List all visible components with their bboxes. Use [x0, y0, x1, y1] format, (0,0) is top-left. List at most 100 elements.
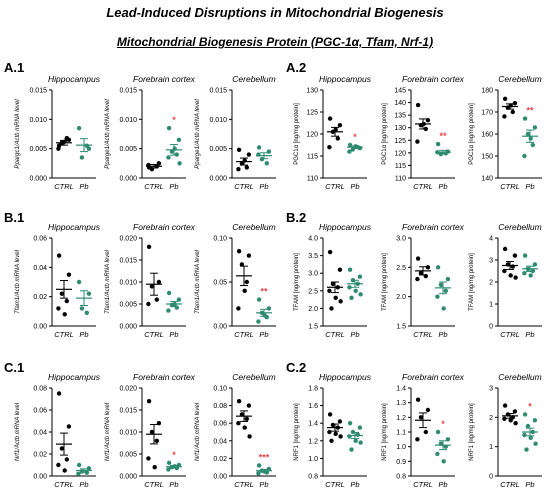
- y-tick-label: 0.02: [33, 452, 47, 459]
- data-point: [347, 285, 352, 290]
- data-point: [236, 147, 242, 153]
- x-tick-label: CTRL: [54, 330, 74, 339]
- data-point: [528, 435, 533, 441]
- y-tick-label: 2: [489, 280, 493, 287]
- data-point: [256, 471, 261, 476]
- y-axis-label: TFAM [ng/mg protein]: [294, 253, 300, 311]
- data-point: [435, 294, 440, 299]
- y-tick-label: 0.005: [119, 452, 137, 459]
- data-point: [166, 308, 171, 313]
- y-tick-label: 0.010: [119, 430, 137, 437]
- x-tick-label: CTRL: [413, 480, 433, 489]
- x-tick-label: Pb: [259, 330, 268, 339]
- data-point: [66, 272, 72, 277]
- y-tick-label: 1.4: [308, 421, 318, 428]
- data-point: [522, 412, 528, 417]
- data-point: [330, 422, 336, 428]
- y-axis-label: PGC1α [ng/mg protein]: [382, 103, 388, 165]
- y-axis-label: NRF1 [ng/mg protein]: [294, 403, 300, 461]
- x-tick-label: Pb: [169, 330, 178, 339]
- x-tick-label: CTRL: [54, 480, 74, 489]
- data-point: [532, 418, 538, 423]
- data-point: [256, 145, 262, 150]
- x-tick-label: CTRL: [325, 330, 345, 339]
- y-tick-label: 0.010: [119, 280, 137, 287]
- data-point: [333, 431, 338, 436]
- y-tick-label: 0.015: [119, 88, 137, 95]
- data-point: [329, 306, 334, 311]
- x-tick-label: Pb: [259, 480, 268, 489]
- region-title: Cerebellum: [498, 222, 541, 232]
- y-tick-label: 0.020: [119, 386, 137, 393]
- data-point: [166, 155, 171, 160]
- data-point: [502, 114, 507, 119]
- y-tick-label: 0: [489, 324, 493, 331]
- panel-label-a2: A.2: [286, 60, 307, 75]
- data-point: [513, 421, 518, 426]
- data-point: [62, 468, 67, 473]
- y-tick-label: 0.015: [209, 88, 227, 95]
- y-axis-label: Nrf1/Actb mRNA level: [105, 402, 111, 461]
- region-title: Cerebellum: [232, 222, 275, 232]
- data-point: [435, 141, 441, 147]
- y-tick-label: 115: [307, 154, 318, 161]
- data-point: [236, 399, 242, 404]
- y-tick-label: 140: [394, 100, 406, 107]
- y-tick-label: 0.000: [119, 176, 137, 183]
- data-point: [438, 282, 444, 288]
- data-point: [84, 470, 90, 475]
- data-point: [358, 440, 363, 445]
- data-point: [166, 290, 172, 296]
- y-axis-label: NRF1 [ng/mg protein]: [382, 403, 388, 461]
- data-point: [176, 137, 182, 143]
- y-tick-label: 1.0: [396, 444, 406, 451]
- y-tick-label: 2.0: [396, 294, 406, 301]
- data-point: [510, 109, 515, 115]
- x-tick-label: Pb: [438, 330, 447, 339]
- data-point: [56, 306, 61, 311]
- y-tick-label: 140: [481, 176, 493, 183]
- y-tick-label: 3.5: [308, 253, 318, 260]
- data-point: [502, 96, 508, 102]
- y-axis-label: Tfam1/Actb mRNA level: [195, 249, 201, 313]
- data-point: [174, 152, 179, 157]
- data-point: [522, 271, 527, 276]
- data-point: [154, 297, 159, 302]
- data-point: [242, 288, 247, 293]
- data-point: [86, 291, 92, 296]
- data-point: [62, 312, 67, 317]
- data-point: [244, 416, 249, 421]
- x-tick-label: CTRL: [144, 480, 164, 489]
- y-tick-label: 0.10: [213, 386, 227, 393]
- y-tick-label: 4.0: [308, 236, 318, 243]
- data-point: [169, 149, 175, 154]
- data-point: [415, 256, 421, 261]
- y-tick-label: 0.02: [33, 294, 47, 301]
- y-tick-label: 135: [394, 113, 406, 120]
- y-tick-label: 0.010: [209, 117, 227, 124]
- y-tick-label: 1.0: [308, 456, 318, 463]
- data-point: [262, 313, 267, 318]
- y-tick-label: 125: [306, 110, 318, 117]
- data-point: [441, 306, 446, 311]
- x-tick-label: CTRL: [500, 330, 520, 339]
- data-point: [502, 246, 508, 252]
- y-tick-label: 3.0: [308, 271, 318, 278]
- data-point: [530, 142, 535, 148]
- data-point: [338, 299, 343, 304]
- y-tick-label: 1: [489, 302, 493, 309]
- data-point: [330, 281, 336, 286]
- data-point: [512, 253, 518, 258]
- y-tick-label: 1: [489, 444, 493, 451]
- data-point: [236, 306, 241, 311]
- x-tick-label: CTRL: [500, 182, 520, 191]
- region-title: Hippocampus: [48, 222, 101, 232]
- panel-label-b1: B.1: [4, 210, 25, 225]
- data-point: [166, 467, 171, 472]
- y-tick-label: 120: [306, 132, 318, 139]
- y-tick-label: 0.000: [119, 324, 137, 331]
- y-tick-label: 1.2: [308, 438, 318, 445]
- significance-marker: *: [441, 419, 445, 429]
- y-tick-label: 0.04: [33, 430, 47, 437]
- y-axis-label: Ppargc1/Actb mRNA level: [15, 99, 21, 169]
